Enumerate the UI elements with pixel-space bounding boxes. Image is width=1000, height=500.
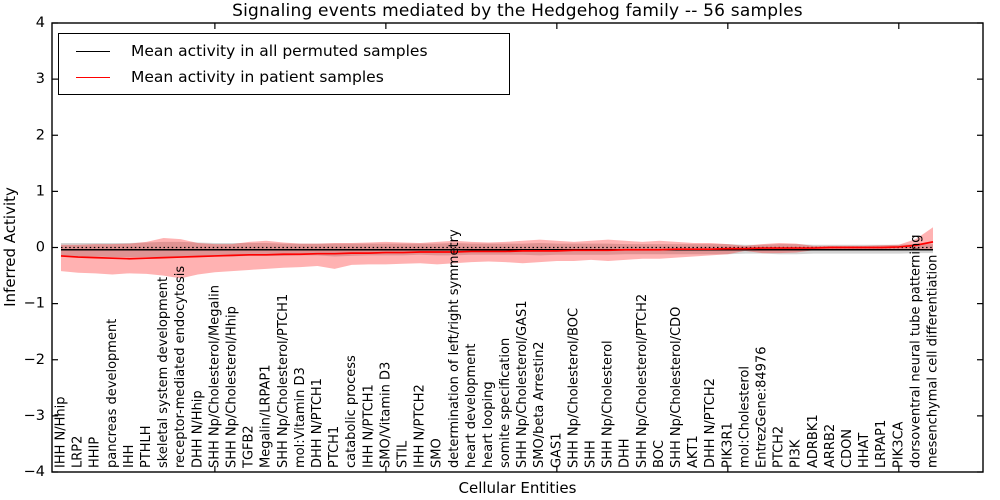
x-tick-label: SMO	[430, 438, 445, 468]
x-tick-label: SHH Np/Cholesterol/PTCH1	[276, 294, 291, 468]
x-tick-label: somite specification	[498, 338, 513, 468]
legend-item-permuted: Mean activity in all permuted samples	[76, 42, 509, 60]
x-tick-label: SHH Np/Cholesterol/GAS1	[515, 300, 530, 468]
x-tick-label: PIK3R1	[720, 422, 735, 468]
x-tick-label: IHH N/PTCH2	[413, 384, 428, 468]
x-tick-label: LRPAP1	[874, 420, 889, 468]
x-tick-label: AKT1	[686, 435, 701, 468]
x-tick-label: heart looping	[481, 381, 496, 468]
x-tick-label: BOC	[652, 440, 667, 468]
x-tick-label: IHH N/PTCH1	[361, 384, 376, 468]
x-tick-label: CDON	[840, 429, 855, 468]
x-tick-label: SHH	[584, 440, 599, 468]
x-tick-label: dorsoventral neural tube patterning	[908, 235, 923, 468]
x-tick-label: SHH Np/Cholesterol	[601, 340, 616, 468]
legend-label-permuted: Mean activity in all permuted samples	[131, 42, 428, 60]
x-tick-label: STIL	[395, 440, 410, 468]
x-tick-label: SHH Np/Cholesterol/Megalin	[207, 285, 222, 468]
y-tick-label: −1	[24, 296, 45, 312]
x-tick-label: SHH Np/Cholesterol/BOC	[566, 308, 581, 468]
x-tick-label: mesenchymal cell differentiation	[926, 255, 941, 468]
x-axis-label: Cellular Entities	[458, 479, 577, 497]
x-tick-label: mol:Vitamin D3	[293, 367, 308, 468]
x-tick-label: SHH Np/Cholesterol/PTCH2	[635, 294, 650, 468]
x-tick-label: IHH	[122, 445, 137, 468]
y-tick-label: −2	[24, 352, 45, 368]
x-tick-label: Megalin/LRPAP1	[259, 364, 274, 468]
legend-label-patient: Mean activity in patient samples	[131, 68, 384, 86]
y-tick-label: −4	[24, 464, 45, 480]
x-tick-label: SHH Np/Cholesterol/CDO	[669, 307, 684, 468]
x-tick-label: GAS1	[549, 433, 564, 469]
patient-line-swatch	[76, 76, 110, 78]
y-tick-label: 2	[36, 127, 45, 143]
x-tick-label: PI3K	[789, 439, 804, 468]
legend-item-patient: Mean activity in patient samples	[76, 68, 509, 86]
x-tick-label: PIK3CA	[891, 421, 906, 468]
x-tick-label: mol:Cholesterol	[737, 366, 752, 468]
x-tick-label: catabolic process	[344, 355, 359, 468]
patient-mean-line	[60, 241, 934, 260]
x-tick-label: LRP2	[71, 436, 86, 468]
chart-title: Signaling events mediated by the Hedgeho…	[232, 1, 803, 21]
x-tick-label: pancreas development	[105, 319, 120, 468]
x-tick-label: ADRBK1	[806, 414, 821, 468]
x-tick-label: SHH Np/Cholesterol/Hhip	[224, 306, 239, 468]
x-tick-label: SMO/beta Arrestin2	[532, 341, 547, 468]
x-tick-label: ARRB2	[823, 424, 838, 468]
x-tick-label: DHH N/Hhip	[190, 390, 205, 468]
x-tick-label: PTHLH	[139, 425, 154, 468]
y-tick-label: −3	[24, 408, 45, 424]
x-tick-label: DHH N/PTCH2	[703, 378, 718, 468]
x-tick-label: DHH N/PTCH1	[310, 378, 325, 468]
x-tick-label: EntrezGene:84976	[755, 347, 770, 468]
x-tick-label: IHH N/Hhip	[54, 397, 69, 469]
legend: Mean activity in all permuted samples Me…	[58, 33, 510, 95]
x-tick-label: HHAT	[857, 433, 872, 468]
x-tick-label: receptor-mediated endocytosis	[173, 266, 188, 468]
x-tick-label: TGFB2	[242, 425, 257, 469]
x-tick-label: PTCH2	[772, 426, 787, 468]
x-tick-label: determination of left/right symmetry	[447, 229, 462, 468]
y-tick-label: 1	[36, 183, 45, 199]
y-tick-label: 4	[36, 15, 45, 31]
y-tick-label: 0	[36, 240, 45, 256]
x-tick-label: heart development	[464, 343, 479, 468]
x-tick-label: HHIP	[88, 437, 103, 468]
x-tick-label: SMO/Vitamin D3	[378, 362, 393, 468]
permuted-line-swatch	[76, 50, 110, 52]
y-tick-label: 3	[36, 71, 45, 87]
x-tick-label: DHH	[618, 438, 633, 468]
x-tick-label: skeletal system development	[156, 277, 171, 468]
patient-std-band	[61, 227, 933, 279]
x-tick-label: PTCH1	[327, 426, 342, 468]
